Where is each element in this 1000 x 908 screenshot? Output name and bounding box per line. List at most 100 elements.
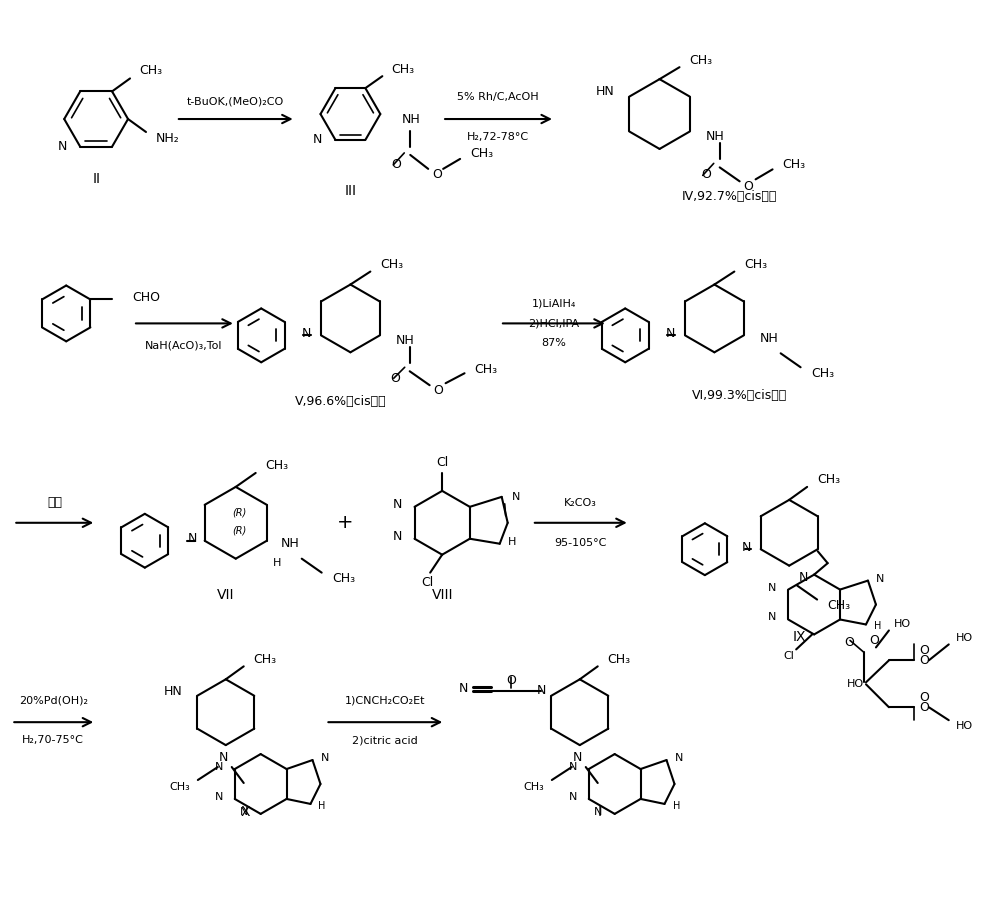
- Text: O: O: [432, 168, 442, 182]
- Text: N: N: [313, 133, 322, 146]
- Text: H: H: [318, 801, 326, 811]
- Text: O: O: [390, 371, 400, 385]
- Text: CH₃: CH₃: [139, 64, 162, 77]
- Text: H₂,72-78°C: H₂,72-78°C: [467, 132, 529, 142]
- Text: H: H: [508, 537, 516, 547]
- Text: X: X: [241, 804, 250, 819]
- Text: N: N: [568, 762, 577, 772]
- Text: H: H: [673, 801, 680, 811]
- Text: CH₃: CH₃: [523, 782, 544, 792]
- Text: CH₃: CH₃: [827, 599, 850, 612]
- Text: N: N: [876, 574, 884, 584]
- Text: III: III: [344, 183, 356, 198]
- Text: 95-105°C: 95-105°C: [555, 538, 607, 548]
- Text: NaH(AcO)₃,Tol: NaH(AcO)₃,Tol: [145, 340, 223, 350]
- Text: HO: HO: [956, 721, 973, 731]
- Text: CH₃: CH₃: [254, 653, 277, 666]
- Text: 2)citric acid: 2)citric acid: [352, 735, 418, 745]
- Text: (R): (R): [233, 508, 247, 518]
- Text: 5% Rh/C,AcOH: 5% Rh/C,AcOH: [457, 92, 539, 102]
- Text: Cl: Cl: [436, 457, 448, 469]
- Text: O: O: [701, 168, 711, 181]
- Text: O: O: [844, 636, 854, 649]
- Text: N: N: [594, 807, 603, 817]
- Text: CH₃: CH₃: [333, 572, 356, 585]
- Text: CH₃: CH₃: [817, 473, 840, 487]
- Text: +: +: [337, 513, 354, 532]
- Text: O: O: [744, 180, 754, 192]
- Text: N: N: [768, 613, 776, 623]
- Text: 拆分: 拆分: [48, 497, 63, 509]
- Text: VII: VII: [217, 587, 235, 602]
- Text: NH: NH: [760, 331, 778, 345]
- Text: N: N: [459, 682, 468, 696]
- Text: HN: HN: [164, 686, 182, 698]
- Text: N: N: [214, 792, 223, 802]
- Text: N: N: [219, 751, 228, 764]
- Text: NH: NH: [401, 113, 420, 125]
- Text: NH: NH: [396, 334, 414, 347]
- Text: K₂CO₃: K₂CO₃: [564, 498, 597, 508]
- Text: 2)HCl,IPA: 2)HCl,IPA: [528, 319, 579, 329]
- Text: CH₃: CH₃: [783, 158, 806, 171]
- Text: H: H: [874, 621, 881, 631]
- Text: NH: NH: [706, 130, 724, 143]
- Text: N: N: [512, 492, 520, 502]
- Text: O: O: [391, 158, 401, 172]
- Text: N: N: [573, 751, 582, 764]
- Text: N: N: [187, 532, 197, 545]
- Text: HN: HN: [596, 85, 614, 98]
- Text: IV,92.7%的cis构型: IV,92.7%的cis构型: [682, 191, 777, 203]
- Text: H₂,70-75°C: H₂,70-75°C: [22, 735, 84, 745]
- Text: HO: HO: [894, 619, 911, 629]
- Text: II: II: [92, 172, 100, 186]
- Text: O: O: [919, 691, 929, 704]
- Text: N: N: [568, 792, 577, 802]
- Text: VIII: VIII: [431, 587, 453, 602]
- Text: I: I: [598, 804, 602, 819]
- Text: O: O: [506, 675, 516, 687]
- Text: N: N: [393, 498, 403, 511]
- Text: CH₃: CH₃: [391, 63, 414, 75]
- Text: CH₃: CH₃: [266, 459, 289, 472]
- Text: 1)LiAlH₄: 1)LiAlH₄: [532, 299, 576, 309]
- Text: CH₃: CH₃: [169, 782, 190, 792]
- Text: NH: NH: [281, 538, 300, 550]
- Text: N: N: [58, 140, 67, 153]
- Text: NH₂: NH₂: [156, 133, 180, 145]
- Text: N: N: [741, 540, 751, 554]
- Text: CH₃: CH₃: [744, 258, 767, 271]
- Text: CH₃: CH₃: [689, 54, 713, 66]
- Text: O: O: [919, 654, 929, 666]
- Text: N: N: [393, 530, 403, 543]
- Text: CH₃: CH₃: [380, 258, 403, 271]
- Text: CH₃: CH₃: [812, 367, 835, 380]
- Text: HO: HO: [956, 634, 973, 644]
- Text: O: O: [434, 384, 444, 397]
- Text: V,96.6%的cis构型: V,96.6%的cis构型: [295, 395, 386, 408]
- Text: 87%: 87%: [541, 339, 566, 349]
- Text: CH₃: CH₃: [475, 363, 498, 376]
- Text: CHO: CHO: [132, 291, 160, 304]
- Text: IX: IX: [792, 630, 806, 645]
- Text: CH₃: CH₃: [608, 653, 631, 666]
- Text: O: O: [919, 644, 929, 656]
- Text: 1)CNCH₂CO₂Et: 1)CNCH₂CO₂Et: [345, 696, 426, 706]
- Text: N: N: [666, 327, 675, 340]
- Text: N: N: [768, 583, 776, 593]
- Text: VI,99.3%的cis构型: VI,99.3%的cis构型: [692, 389, 787, 401]
- Text: N: N: [537, 685, 546, 697]
- Text: N: N: [320, 753, 329, 763]
- Text: N: N: [799, 571, 809, 584]
- Text: (R): (R): [233, 526, 247, 536]
- Text: Cl: Cl: [421, 576, 433, 589]
- Text: t-BuOK,(MeO)₂CO: t-BuOK,(MeO)₂CO: [187, 96, 284, 106]
- Text: N: N: [240, 807, 249, 817]
- Text: N: N: [302, 327, 311, 340]
- Text: N: N: [214, 762, 223, 772]
- Text: CH₃: CH₃: [470, 147, 493, 161]
- Text: O: O: [919, 701, 929, 714]
- Text: O: O: [869, 634, 879, 646]
- Text: N: N: [674, 753, 683, 763]
- Text: HO: HO: [847, 679, 864, 689]
